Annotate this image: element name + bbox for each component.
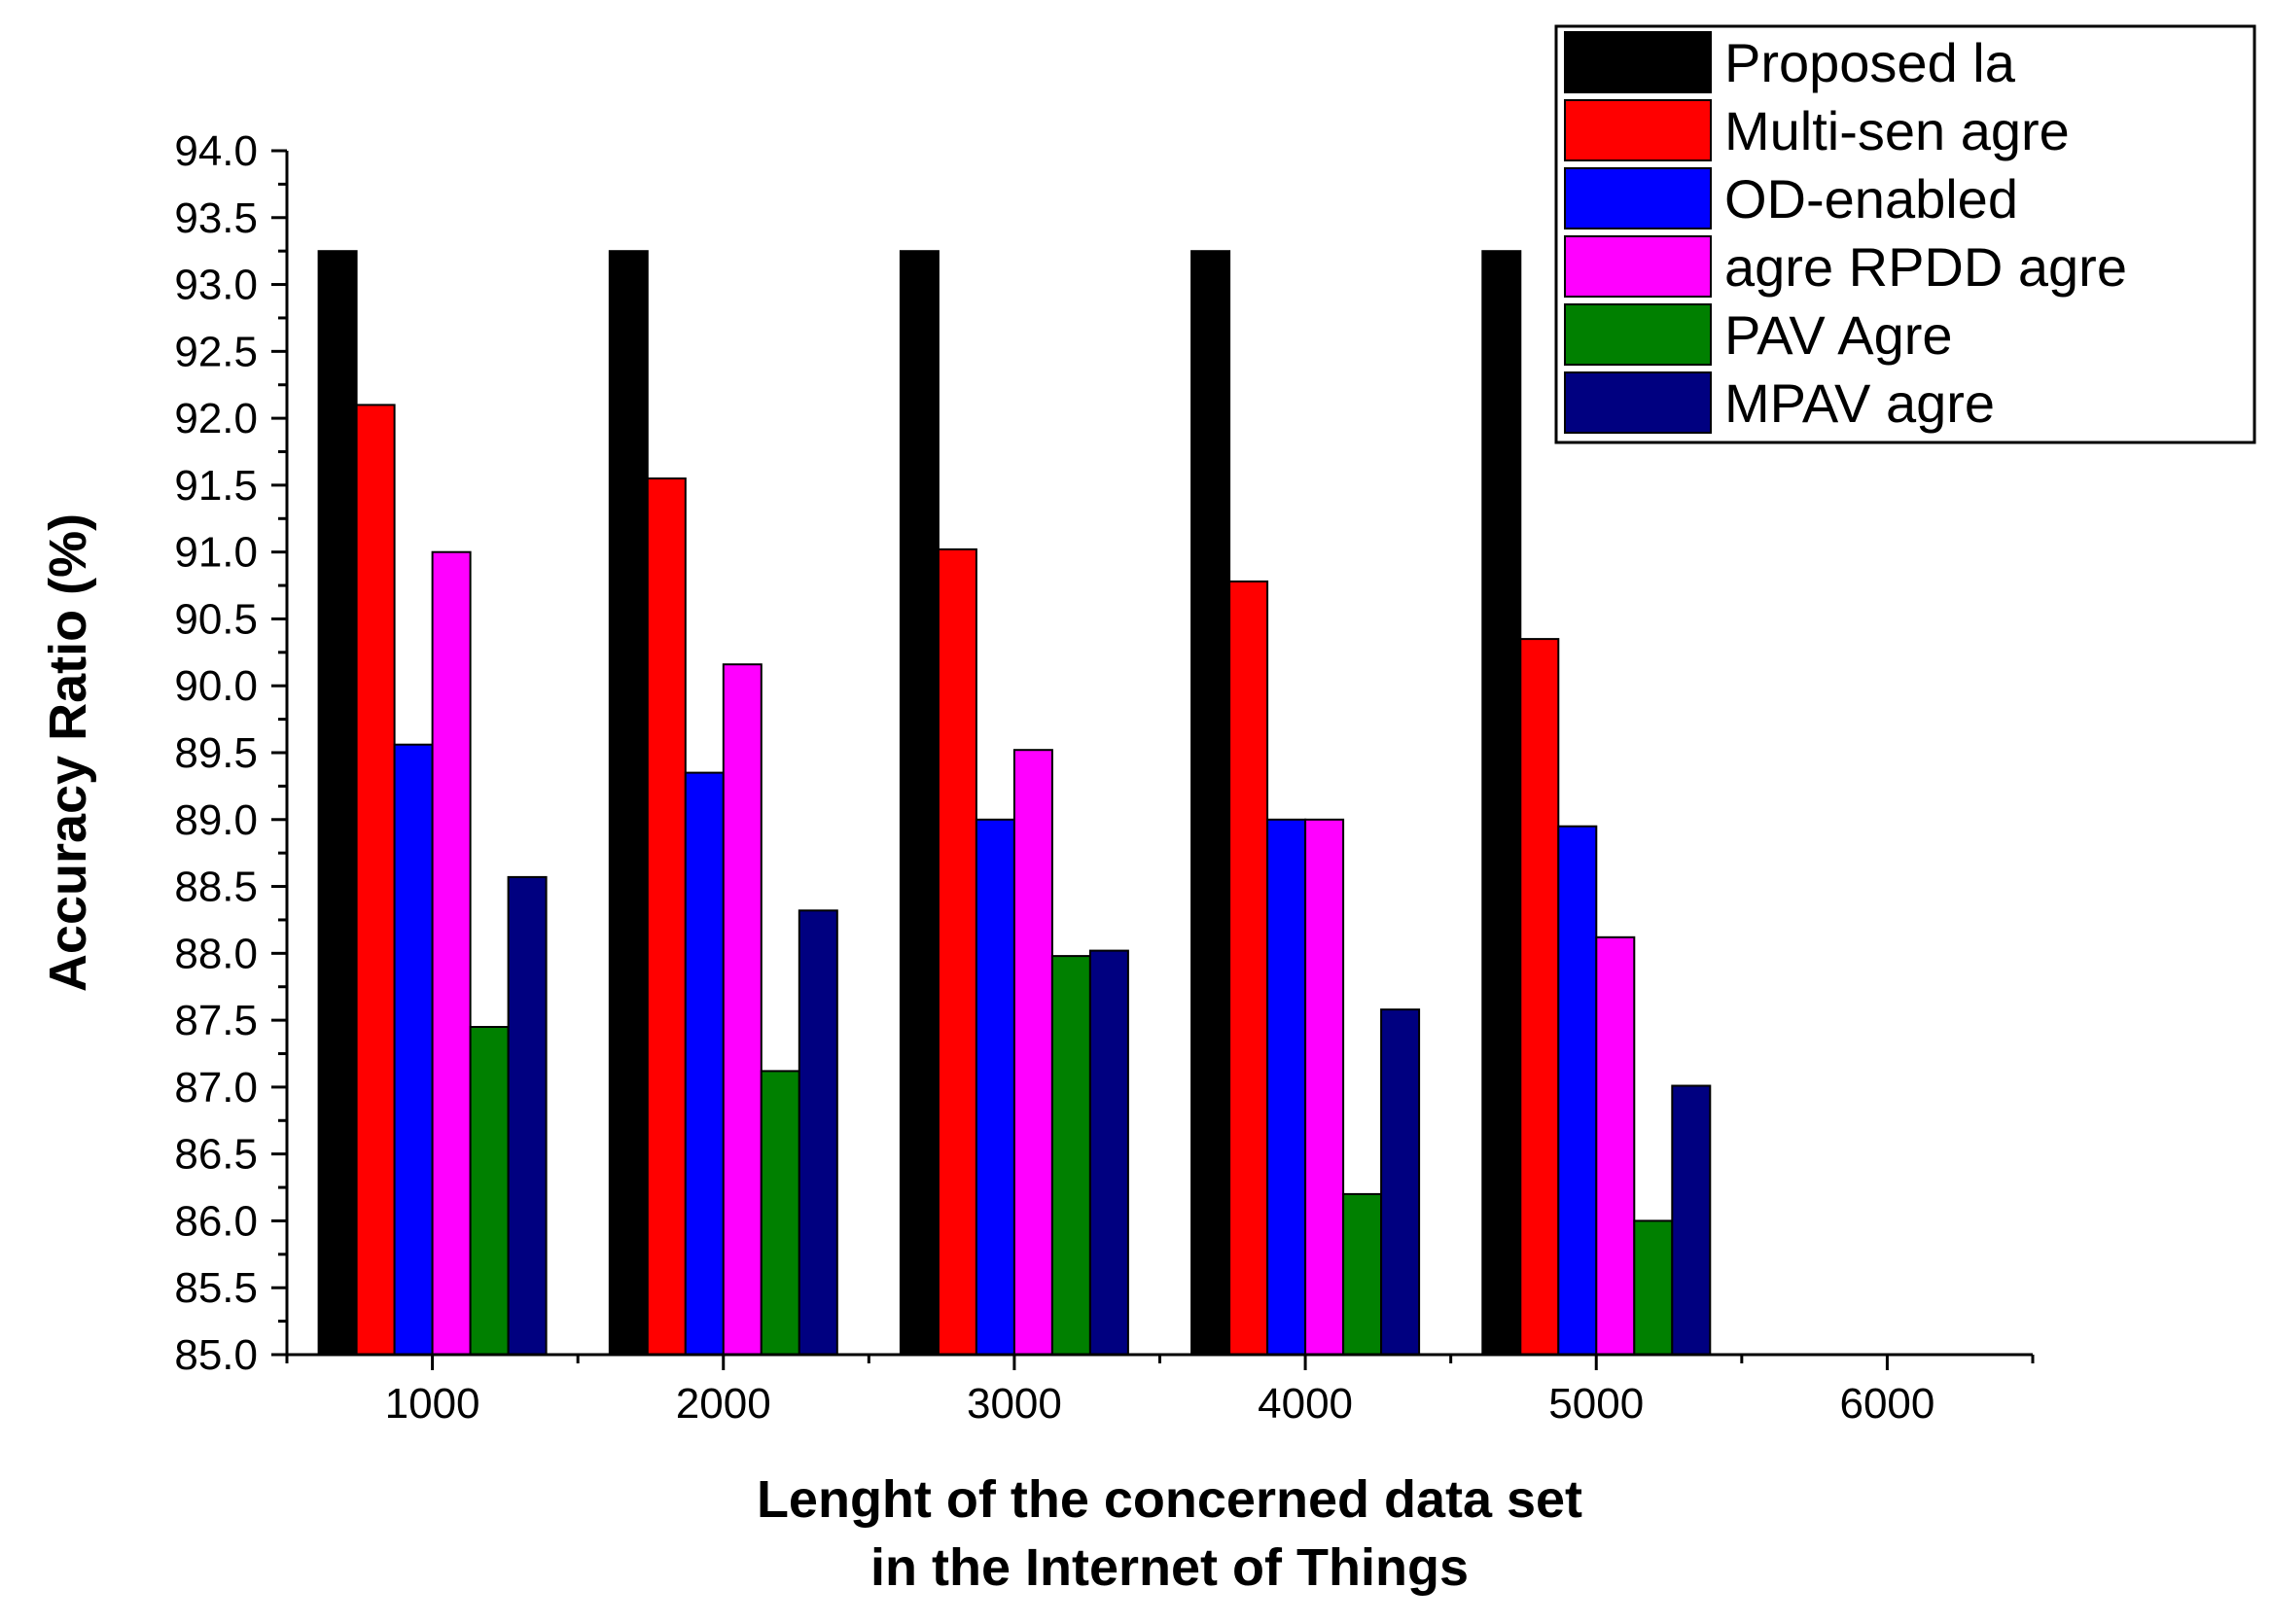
y-tick-label: 85.5 (174, 1264, 258, 1312)
x-tick-label: 1000 (385, 1380, 480, 1428)
bar-od-enabled-1000 (393, 743, 434, 1356)
y-tick-label: 90.5 (174, 595, 258, 643)
y-tick-label: 91.0 (174, 529, 258, 577)
x-tick-label: 6000 (1839, 1380, 1934, 1428)
bar-proposed-la-5000 (1481, 250, 1522, 1357)
bar-multi-sen-agre-5000 (1519, 638, 1560, 1356)
legend-label: agre RPDD agre (1724, 236, 2127, 298)
y-tick-label: 88.0 (174, 930, 258, 977)
labels-layer: 85.0 85.5 86.0 86.5 87.0 87.5 88.0 88.5 89.0 89.5… (39, 127, 1934, 1597)
bar-multi-sen-agre-3000 (937, 547, 977, 1356)
y-tick-label: 85.0 (174, 1331, 258, 1379)
y-tick-label: 86.0 (174, 1197, 258, 1245)
bar-mpav-agre-2000 (798, 909, 838, 1356)
y-tick-label: 87.0 (174, 1064, 258, 1112)
bar-mpav-agre-3000 (1088, 949, 1129, 1356)
y-tick-label: 90.0 (174, 662, 258, 710)
bar-mpav-agre-5000 (1671, 1084, 1712, 1356)
bar-multi-sen-agre-1000 (355, 404, 396, 1356)
legend-label: OD-enabled (1724, 168, 2018, 229)
bars-layer (317, 250, 1712, 1357)
bar-pav-agre-1000 (469, 1026, 510, 1356)
y-tick-label: 91.5 (174, 462, 258, 510)
bar-mpav-agre-4000 (1380, 1008, 1421, 1356)
bar-mpav-agre-1000 (507, 875, 548, 1357)
legend-label: Multi-sen agre (1724, 100, 2070, 161)
legend-swatch (1564, 303, 1712, 366)
y-tick-label: 92.5 (174, 328, 258, 375)
bar-proposed-la-2000 (608, 250, 649, 1357)
bar-agre-rpdd-agre-1000 (431, 550, 472, 1356)
bar-multi-sen-agre-4000 (1228, 580, 1269, 1356)
legend-swatch (1564, 371, 1712, 434)
y-tick-label: 88.5 (174, 864, 258, 911)
bar-pav-agre-4000 (1342, 1192, 1383, 1357)
legend-label: MPAV agre (1724, 372, 1995, 434)
bar-agre-rpdd-agre-5000 (1595, 936, 1636, 1356)
legend-swatch (1564, 99, 1712, 161)
bar-pav-agre-5000 (1633, 1219, 1674, 1357)
bar-od-enabled-4000 (1266, 818, 1307, 1356)
axes-layer (271, 149, 2035, 1370)
bar-agre-rpdd-agre-2000 (722, 663, 763, 1356)
legend-swatch (1564, 235, 1712, 298)
y-tick-label: 89.5 (174, 729, 258, 777)
x-tick-label: 5000 (1548, 1380, 1644, 1428)
y-tick-label: 89.0 (174, 796, 258, 844)
x-axis-title: Lenght of the concerned data set (757, 1470, 1582, 1529)
bar-proposed-la-4000 (1190, 250, 1231, 1357)
legend-swatch (1564, 31, 1712, 93)
bar-od-enabled-3000 (975, 818, 1015, 1356)
legend-label: Proposed la (1724, 32, 2016, 93)
bar-agre-rpdd-agre-4000 (1304, 818, 1345, 1356)
bar-pav-agre-3000 (1050, 955, 1091, 1356)
legend: Proposed la Multi-sen agre OD-enabled agre … (1554, 24, 2256, 444)
y-tick-label: 93.0 (174, 262, 258, 309)
bar-od-enabled-5000 (1557, 825, 1598, 1356)
legend-label: PAV Agre (1724, 304, 1953, 366)
bar-proposed-la-3000 (899, 250, 940, 1357)
bar-pav-agre-2000 (760, 1070, 800, 1357)
y-tick-label: 86.5 (174, 1131, 258, 1179)
y-tick-label: 94.0 (174, 127, 258, 175)
legend-swatch (1564, 167, 1712, 229)
x-tick-label: 3000 (967, 1380, 1062, 1428)
y-axis-title: Accuracy Ratio (%) (39, 513, 97, 992)
y-tick-label: 87.5 (174, 997, 258, 1044)
x-tick-label: 2000 (676, 1380, 771, 1428)
bar-proposed-la-1000 (317, 250, 358, 1357)
bar-multi-sen-agre-2000 (646, 477, 687, 1356)
x-axis-title: in the Internet of Things (870, 1538, 1469, 1597)
y-tick-label: 93.5 (174, 194, 258, 242)
y-tick-label: 92.0 (174, 395, 258, 442)
x-tick-label: 4000 (1258, 1380, 1353, 1428)
bar-agre-rpdd-agre-3000 (1012, 749, 1053, 1356)
bar-od-enabled-2000 (684, 771, 725, 1356)
